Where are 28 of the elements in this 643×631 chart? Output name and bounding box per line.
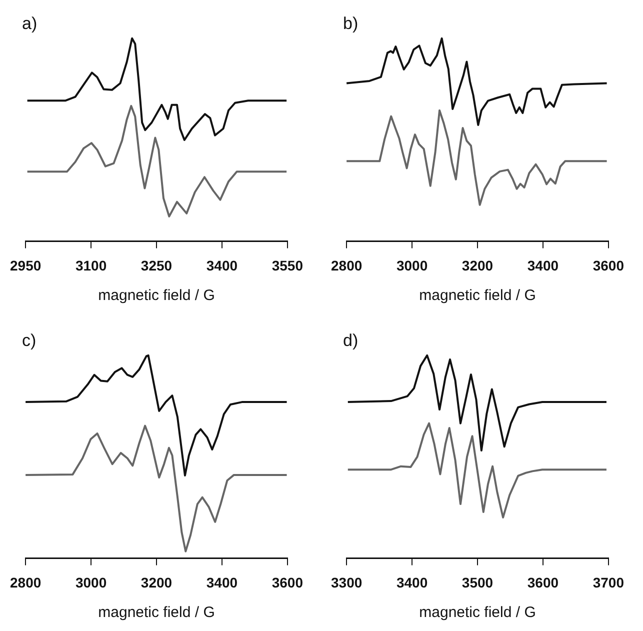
chart-title: c): [22, 330, 36, 350]
x-tick-label: 3250: [140, 257, 172, 274]
x-tick-label: 3600: [592, 257, 624, 274]
x-tick-label: 3000: [396, 257, 428, 274]
x-tick-label: 2800: [10, 574, 42, 590]
x-tick-label: 3100: [75, 257, 107, 274]
x-tick-label: 3600: [527, 574, 559, 590]
x-tick-label: 3400: [206, 574, 238, 590]
x-tick-label: 3200: [140, 574, 172, 590]
x-axis-title: magnetic field / G: [419, 604, 536, 622]
x-tick-label: 3400: [206, 257, 238, 274]
chart-title: a): [22, 14, 38, 33]
chart-title: b): [343, 14, 358, 33]
x-tick-label: 3000: [75, 574, 107, 590]
x-axis-title: magnetic field / G: [98, 604, 215, 622]
x-tick-label: 2950: [10, 257, 42, 274]
x-tick-label: 2800: [330, 257, 362, 274]
x-tick-label: 3600: [272, 574, 304, 590]
x-tick-label: 3700: [592, 574, 624, 590]
x-axis-title: magnetic field / G: [419, 287, 536, 304]
x-tick-label: 3400: [396, 574, 428, 590]
x-tick-label: 3550: [272, 257, 304, 274]
chart-title: d): [343, 330, 358, 350]
x-axis-title: magnetic field / G: [98, 287, 215, 304]
x-tick-label: 3300: [330, 574, 362, 590]
x-tick-label: 3400: [527, 257, 559, 274]
x-tick-label: 3500: [462, 574, 494, 590]
x-tick-label: 3200: [462, 257, 494, 274]
